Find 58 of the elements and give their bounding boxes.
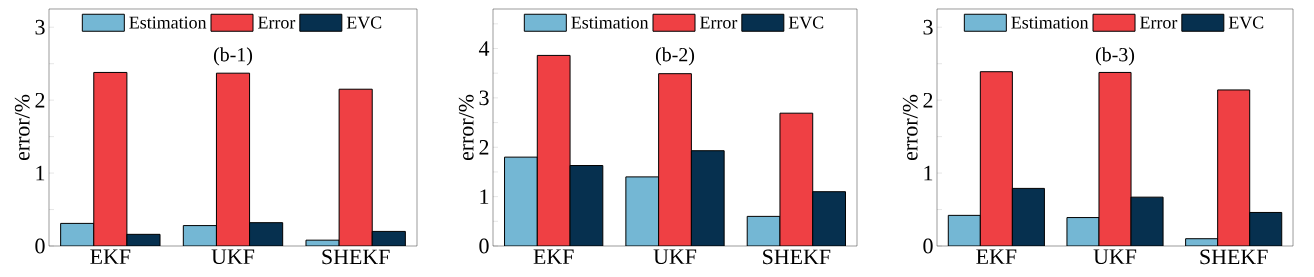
- bar: [249, 222, 283, 246]
- x-tick-label: SHEKF: [322, 249, 390, 265]
- y-tick-label: 3: [923, 19, 933, 35]
- bar: [1131, 197, 1164, 246]
- annotation: (b-2): [655, 47, 695, 66]
- bar: [948, 215, 981, 246]
- y-axis-title: error/%: [14, 94, 30, 161]
- x-tick-label: EKF: [90, 249, 131, 264]
- bar: [183, 225, 217, 246]
- x-tick-label: SHEKF: [763, 249, 831, 265]
- legend-label: EVC: [788, 16, 824, 29]
- y-tick-label: 1: [36, 165, 45, 181]
- y-axis-title: error/%: [458, 94, 474, 161]
- x-tick-label: UKF: [211, 249, 255, 265]
- bar: [504, 157, 538, 246]
- y-tick-label: 3: [35, 19, 45, 35]
- legend-label: Estimation: [571, 16, 649, 29]
- bar: [1217, 89, 1251, 246]
- bar: [1098, 72, 1132, 246]
- y-tick-label: 2: [35, 92, 45, 108]
- bar: [1012, 188, 1045, 246]
- legend-label: Estimation: [129, 16, 207, 29]
- y-tick-label: 1: [924, 165, 933, 181]
- bar: [216, 73, 250, 246]
- y-tick-label: 3: [479, 90, 489, 106]
- y-tick-label: 0: [479, 238, 489, 254]
- x-tick-label: UKF: [1093, 249, 1137, 265]
- y-tick-label: 2: [479, 139, 489, 155]
- bar: [779, 112, 814, 246]
- x-tick-label: UKF: [653, 249, 697, 265]
- bar: [570, 165, 603, 246]
- y-tick-label: 0: [923, 238, 933, 254]
- bar: [691, 150, 725, 246]
- legend-label: Error: [258, 16, 296, 29]
- annotation: (b-3): [1095, 47, 1135, 66]
- bar: [338, 88, 373, 246]
- y-axis-title: error/%: [902, 94, 918, 161]
- legend-label: Error: [700, 16, 738, 29]
- y-tick-label: 2: [923, 92, 933, 108]
- annotation: (b-1): [213, 47, 253, 66]
- x-tick-label: SHEKF: [1200, 249, 1268, 265]
- legend-label: Estimation: [1011, 16, 1089, 29]
- bar: [537, 55, 571, 246]
- legend-label: Error: [1140, 16, 1178, 29]
- y-tick-label: 1: [480, 189, 489, 204]
- y-tick-label: 4: [478, 41, 490, 56]
- bar: [60, 223, 94, 246]
- bar: [93, 72, 127, 246]
- y-tick-label: 0: [35, 238, 45, 254]
- legend-label: EVC: [346, 16, 382, 29]
- legend-label: EVC: [1228, 16, 1264, 29]
- x-tick-label: EKF: [976, 249, 1017, 264]
- x-tick-label: EKF: [533, 249, 574, 264]
- bar: [1249, 211, 1283, 246]
- bar: [980, 71, 1013, 246]
- bar: [658, 73, 692, 246]
- bar: [812, 191, 846, 246]
- bar: [625, 176, 659, 246]
